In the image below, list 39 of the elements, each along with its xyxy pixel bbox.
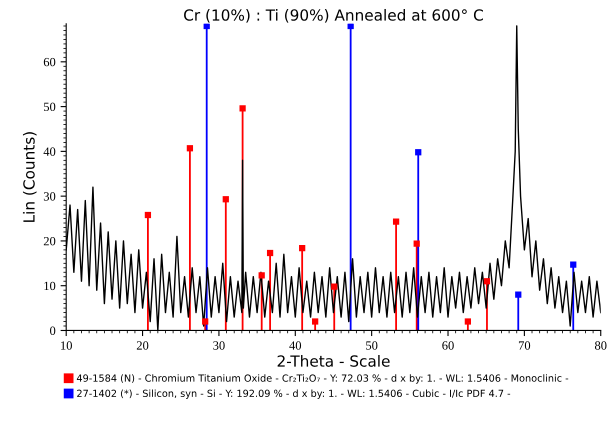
x-tick-label: 80 — [594, 341, 607, 350]
x-tick-label: 70 — [518, 341, 530, 350]
point — [239, 105, 246, 112]
y-axis-title: Lin (Counts) — [22, 132, 37, 222]
x-tick-label: 10 — [61, 341, 72, 350]
legend-label: 27-1402 (*) - Silicon, syn - Si - Y: 192.09 % - d x by: 1. - WL: 1.5406 - Cubic - I/Ic PDF 4.7 - — [77, 389, 510, 399]
x-tick-label: 50 — [366, 341, 378, 350]
x-tick-label: 60 — [442, 341, 454, 350]
point — [204, 24, 210, 30]
chart-title: Cr (10%) : Ti (90%) Annealed at 600° C — [184, 8, 483, 23]
point — [144, 212, 152, 218]
y-tick-label: 30 — [44, 192, 56, 201]
point — [414, 240, 420, 247]
point — [222, 196, 229, 202]
point — [484, 278, 490, 284]
point — [392, 218, 400, 225]
point — [186, 145, 194, 152]
point — [515, 292, 522, 298]
y-tick-label: 60 — [44, 58, 56, 66]
legend-label: 49-1584 (N) - Chromium Titanium Oxide - Cr₂Ti₂O₇ - Y: 72.03 % - d x by: 1. - WL: 1.5406 - Monoclinic - — [76, 374, 568, 384]
point — [348, 24, 354, 30]
x-tick-label: 20 — [136, 341, 148, 350]
point — [570, 262, 576, 268]
x-tick-label: 30 — [213, 341, 225, 350]
y-tick-label: 0 — [50, 326, 56, 335]
point — [266, 250, 274, 256]
y-tick-label: 40 — [44, 147, 56, 156]
point — [299, 244, 306, 252]
y-tick-label: 50 — [44, 102, 56, 112]
x-tick-label: 40 — [289, 341, 302, 350]
point — [464, 318, 471, 325]
point — [258, 272, 265, 279]
point — [202, 318, 208, 325]
y-tick-label: 10 — [44, 282, 56, 290]
x-axis-title: 2-Theta - Scale — [278, 355, 390, 367]
point — [331, 283, 338, 290]
point — [312, 318, 318, 325]
point — [415, 149, 422, 156]
y-tick-label: 20 — [44, 236, 56, 246]
